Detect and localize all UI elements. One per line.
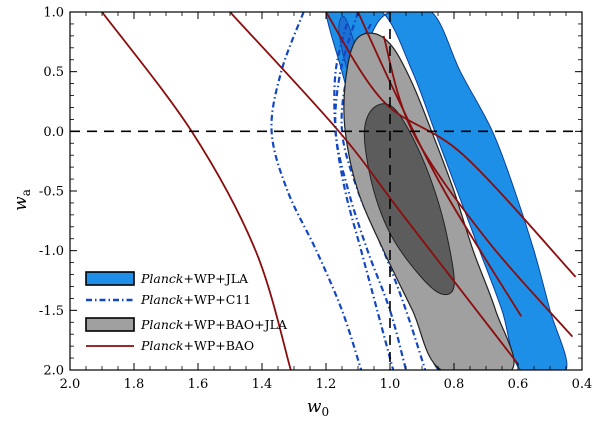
bao-contour-line-1 (229, 12, 519, 365)
reference-lines (70, 12, 582, 370)
x-tick-label: 1.0 (380, 377, 401, 392)
y-tick-labels: 1.0 0.5 0.0 -0.5 -1.0 -1.5 2.0 (39, 6, 64, 379)
x-tick-label: 1.8 (124, 377, 145, 392)
legend-label-bao: Planck+WP+BAO (140, 338, 254, 353)
y-axis-title: wa (11, 189, 33, 211)
legend-item-c11: Planck+WP+C11 (86, 292, 251, 307)
x-tick-label: 2.0 (60, 377, 81, 392)
contour-data-layer (101, 12, 577, 370)
axis-ticks (69, 11, 583, 371)
y-tick-label: 0.5 (43, 65, 64, 80)
y-tick-label: 0.0 (43, 125, 64, 140)
c11-contour-line-0 (333, 23, 395, 370)
bao-contour-line-0 (101, 12, 292, 370)
x-tick-label: 1.6 (188, 377, 209, 392)
bao-contour-line-2 (325, 12, 577, 278)
legend-label-jla: Planck+WP+JLA (140, 271, 249, 286)
y-tick-label: -1.0 (39, 244, 64, 259)
x-tick-labels: 2.0 1.8 1.6 1.4 1.2 1.0 0.8 0.6 0.4 (60, 377, 593, 392)
legend-item-jla: Planck+WP+JLA (85, 271, 249, 286)
x-tick-label: 0.8 (444, 377, 465, 392)
y-tick-label: 1.0 (43, 6, 64, 21)
legend-label-c11: Planck+WP+C11 (140, 292, 251, 307)
y-tick-label: -1.5 (39, 304, 64, 319)
c11-contour-line-2 (270, 12, 363, 370)
legend-label-bao-jla: Planck+WP+BAO+JLA (140, 317, 288, 332)
x-axis-title: w0 (307, 397, 329, 419)
legend-item-bao-jla: Planck+WP+BAO+JLA (85, 317, 288, 332)
x-tick-label: 1.2 (316, 377, 337, 392)
bao-contour-line-4 (382, 35, 574, 338)
y-tick-label: 2.0 (43, 364, 64, 379)
y-tick-label: -0.5 (39, 185, 64, 200)
legend: Planck+WP+JLA Planck+WP+C11 Planck+WP+BA… (85, 271, 288, 353)
legend-swatch-jla (85, 271, 135, 286)
bao-jla-inner-contour (363, 103, 455, 296)
x-tick-label: 1.4 (252, 377, 273, 392)
legend-swatch-bao-jla (85, 317, 135, 332)
x-tick-label: 0.6 (508, 377, 529, 392)
legend-item-bao: Planck+WP+BAO (86, 338, 254, 353)
x-tick-label: 0.4 (572, 377, 593, 392)
